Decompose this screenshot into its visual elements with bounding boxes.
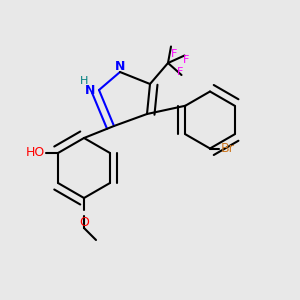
Text: F: F <box>183 55 189 65</box>
Text: H: H <box>80 76 88 86</box>
Text: F: F <box>177 67 183 77</box>
Text: HO: HO <box>26 146 45 160</box>
Text: N: N <box>85 83 95 97</box>
Text: Br: Br <box>221 142 235 155</box>
Text: F: F <box>171 49 177 59</box>
Text: N: N <box>115 59 125 73</box>
Text: O: O <box>79 215 89 229</box>
